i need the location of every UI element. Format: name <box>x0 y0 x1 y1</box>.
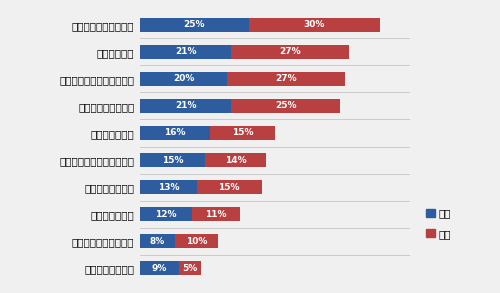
Bar <box>232 45 349 59</box>
Text: 10%: 10% <box>186 236 208 246</box>
Bar <box>140 98 232 113</box>
Text: 20%: 20% <box>173 74 194 84</box>
Bar <box>210 126 275 140</box>
Bar <box>140 71 227 86</box>
Bar <box>140 260 179 275</box>
Text: 15%: 15% <box>232 129 253 137</box>
Text: 15%: 15% <box>162 156 184 164</box>
Bar <box>206 153 266 167</box>
Text: 5%: 5% <box>182 263 198 272</box>
Text: 14%: 14% <box>225 156 246 164</box>
Bar <box>140 45 232 59</box>
Text: 11%: 11% <box>206 209 227 219</box>
Bar <box>140 234 175 248</box>
Text: 25%: 25% <box>275 101 296 110</box>
Text: 9%: 9% <box>152 263 168 272</box>
Text: 21%: 21% <box>175 47 197 57</box>
Text: 25%: 25% <box>184 21 205 30</box>
Bar <box>175 234 218 248</box>
Bar <box>179 260 201 275</box>
Text: 13%: 13% <box>158 183 179 192</box>
Text: 27%: 27% <box>275 74 296 84</box>
Bar <box>196 180 262 195</box>
Text: 30%: 30% <box>304 21 325 30</box>
Bar <box>227 71 344 86</box>
Bar <box>232 98 340 113</box>
Bar <box>140 153 205 167</box>
Text: 15%: 15% <box>218 183 240 192</box>
Bar <box>140 126 209 140</box>
Bar <box>192 207 240 222</box>
Text: 8%: 8% <box>150 236 165 246</box>
Bar <box>140 180 196 195</box>
Text: 16%: 16% <box>164 129 186 137</box>
Bar <box>140 18 249 33</box>
Bar <box>249 18 380 33</box>
Bar <box>140 207 192 222</box>
Text: 12%: 12% <box>156 209 177 219</box>
Text: 21%: 21% <box>175 101 197 110</box>
Legend: 男性, 女性: 男性, 女性 <box>424 206 454 241</box>
Text: 27%: 27% <box>280 47 301 57</box>
